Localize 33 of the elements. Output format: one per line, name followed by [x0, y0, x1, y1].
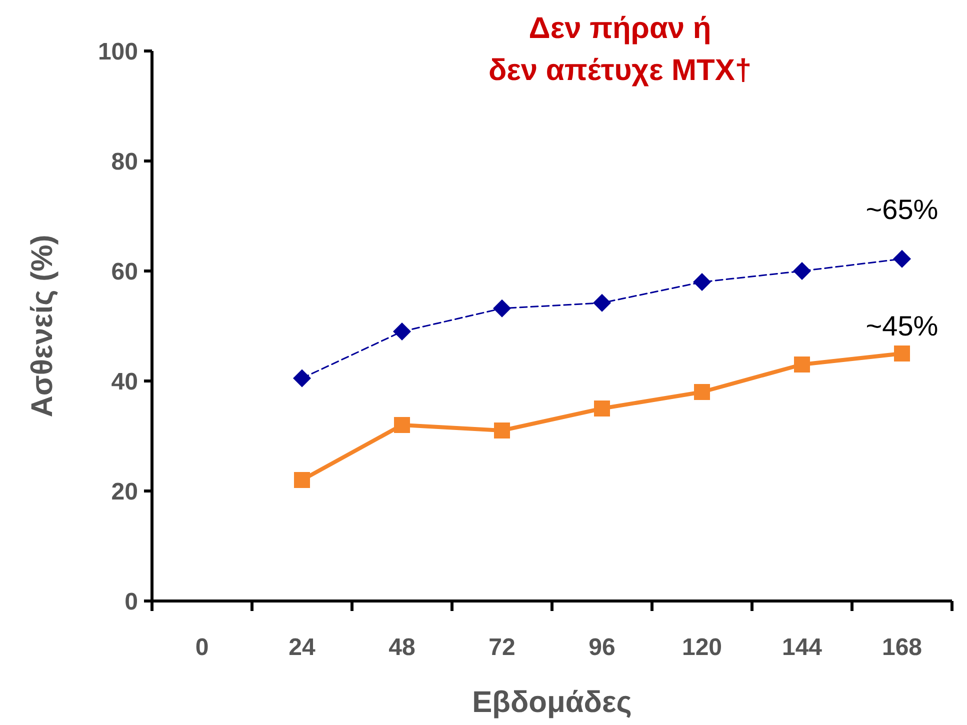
- x-tick-label: 48: [388, 634, 416, 661]
- x-tick-label: 0: [195, 634, 209, 661]
- x-tick-label: 120: [682, 634, 722, 661]
- x-tick-label: 96: [588, 634, 616, 661]
- annotation: ~65%: [866, 194, 938, 225]
- point: [393, 322, 411, 340]
- y-tick-label: 100: [98, 38, 138, 66]
- y-tick-label: 20: [111, 478, 138, 506]
- point: [593, 294, 611, 312]
- y-tick-label: 60: [111, 258, 138, 286]
- x-tick-label: 72: [488, 634, 516, 661]
- x-tick-label: 144: [782, 634, 823, 661]
- x-axis-title: Εβδομάδες: [472, 686, 632, 719]
- annotation: ~45%: [866, 310, 938, 342]
- y-axis-title: Ασθενείς (%): [26, 234, 59, 418]
- point: [594, 400, 610, 416]
- chart-title: Δεν πήραν ή δεν απέτυχε MTX†: [488, 12, 752, 87]
- point: [893, 250, 911, 268]
- y-tick-label: 0: [124, 588, 138, 616]
- point: [793, 262, 811, 280]
- point: [694, 384, 710, 400]
- point: [794, 356, 810, 372]
- x-tick-label: 24: [288, 634, 316, 661]
- x-tick-label: 168: [882, 634, 922, 661]
- point: [494, 422, 510, 438]
- point: [693, 273, 711, 291]
- point: [894, 346, 910, 362]
- y-tick-label: 80: [111, 148, 138, 176]
- y-tick-label: 40: [111, 368, 138, 396]
- point: [493, 299, 511, 318]
- point: [394, 417, 410, 433]
- point: [294, 472, 310, 488]
- point: [293, 369, 311, 388]
